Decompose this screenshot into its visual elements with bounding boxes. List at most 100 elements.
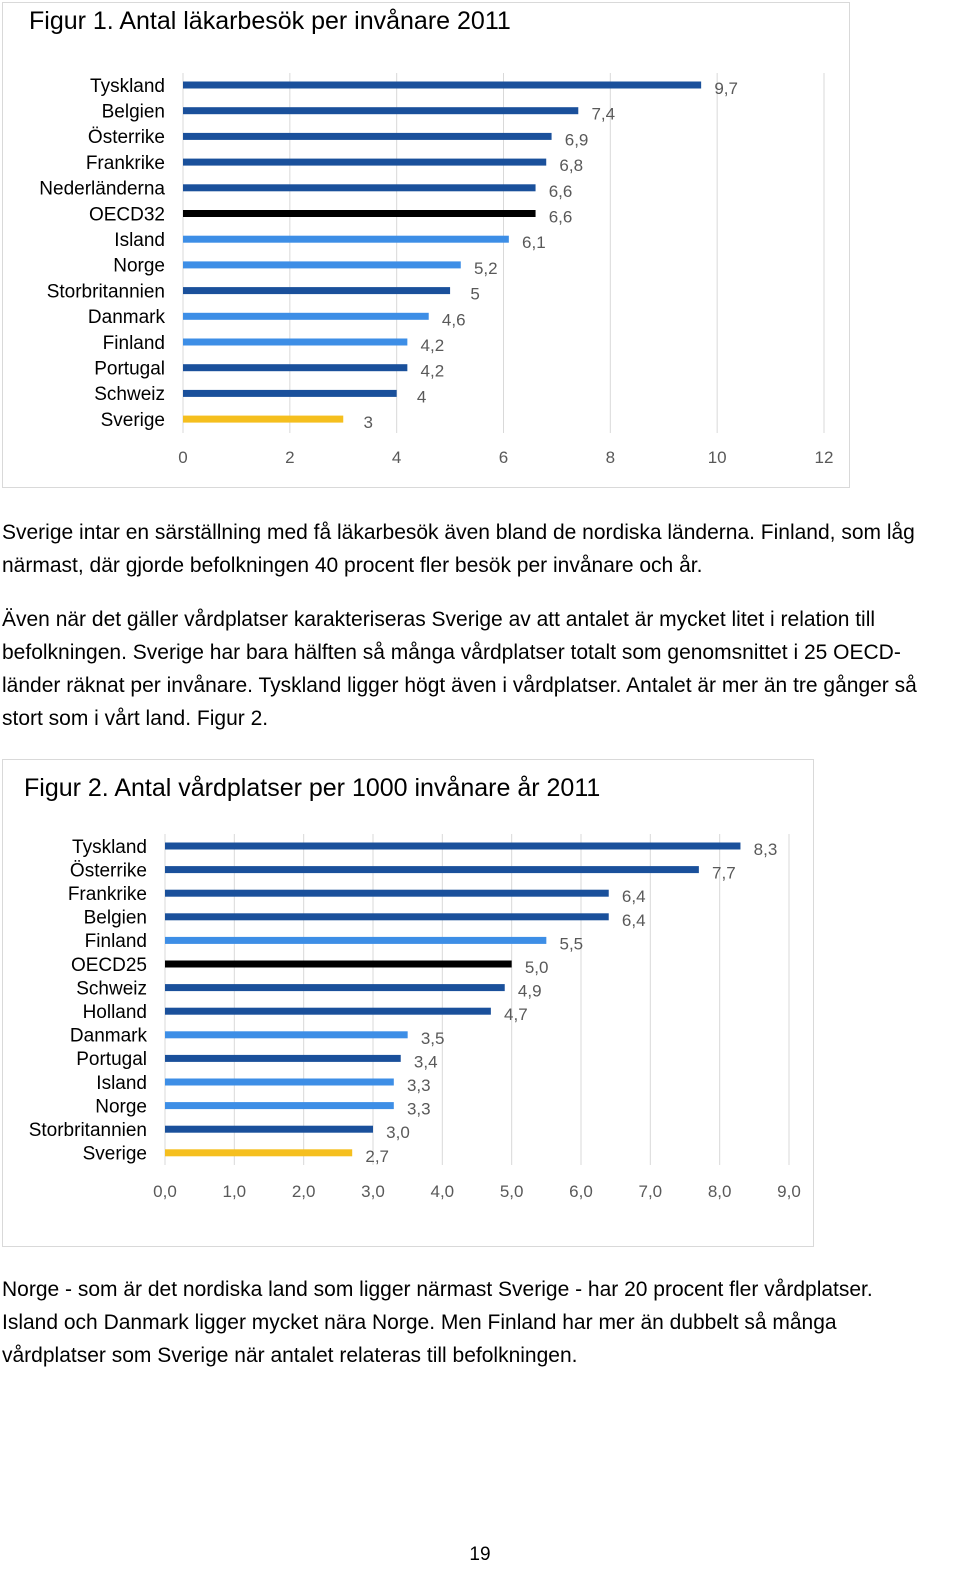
page-number: 19 xyxy=(0,1544,960,1566)
x-tick-label: 1,0 xyxy=(223,1182,247,1201)
bar xyxy=(183,364,407,371)
x-tick-label: 10 xyxy=(708,448,727,467)
bar xyxy=(183,287,450,294)
bar xyxy=(183,82,701,89)
value-label: 4,6 xyxy=(442,310,466,329)
body-paragraph: Norge - som är det nordiska land som lig… xyxy=(2,1273,902,1372)
x-tick-label: 0 xyxy=(178,448,187,467)
value-label: 5 xyxy=(470,285,479,304)
category-label: Österrike xyxy=(88,127,165,148)
value-label: 9,7 xyxy=(714,79,738,98)
category-label: Island xyxy=(114,230,165,251)
value-label: 3,3 xyxy=(407,1100,431,1119)
bar xyxy=(165,961,512,968)
value-label: 6,6 xyxy=(549,208,573,227)
category-label: Norge xyxy=(95,1096,147,1117)
bar xyxy=(183,184,536,191)
x-tick-label: 0,0 xyxy=(153,1182,177,1201)
body-paragraph: Sverige intar en särställning med få läk… xyxy=(2,516,958,582)
x-tick-label: 9,0 xyxy=(777,1182,801,1201)
category-label: Schweiz xyxy=(94,384,165,405)
bar xyxy=(165,1126,373,1133)
value-label: 4,2 xyxy=(421,336,445,355)
bar xyxy=(183,107,578,114)
category-label: Tyskland xyxy=(90,76,165,97)
x-tick-label: 4 xyxy=(392,448,401,467)
category-label: Sverige xyxy=(83,1144,147,1165)
category-label: Danmark xyxy=(70,1026,148,1047)
value-label: 8,3 xyxy=(754,840,778,859)
category-label: Sverige xyxy=(101,410,165,431)
category-label: Portugal xyxy=(94,359,165,380)
value-label: 6,1 xyxy=(522,233,546,252)
bar xyxy=(165,843,740,850)
bar xyxy=(165,1008,491,1015)
bar xyxy=(165,1055,401,1062)
value-label: 6,9 xyxy=(565,130,589,149)
value-label: 3,5 xyxy=(421,1029,445,1048)
chart-plot: 0,0 1,0 2,0 3,0 4,0 5,0 6,0 7,0 8,0 9,0 Tyskland 8,… xyxy=(3,760,815,1248)
bar xyxy=(183,261,461,268)
category-label: Norge xyxy=(113,256,165,277)
bar xyxy=(183,313,429,320)
bar xyxy=(165,1102,394,1109)
body-paragraph: Även när det gäller vårdplatser karakter… xyxy=(2,603,958,735)
figure-2-chart: Figur 2. Antal vårdplatser per 1000 invå… xyxy=(2,759,814,1247)
bar xyxy=(183,390,397,397)
value-label: 3,3 xyxy=(407,1076,431,1095)
x-tick-label: 2 xyxy=(285,448,294,467)
value-label: 6,4 xyxy=(622,887,646,906)
x-tick-label: 12 xyxy=(815,448,834,467)
value-label: 5,0 xyxy=(525,958,549,977)
bar xyxy=(165,866,699,873)
bar xyxy=(165,937,546,944)
bar xyxy=(183,236,509,243)
category-label: Frankrike xyxy=(86,153,165,174)
value-label: 4,7 xyxy=(504,1005,528,1024)
value-label: 5,5 xyxy=(560,934,584,953)
category-label: Belgien xyxy=(102,102,165,123)
x-tick-label: 4,0 xyxy=(431,1182,455,1201)
value-label: 6,6 xyxy=(549,182,573,201)
value-label: 4,9 xyxy=(518,982,542,1001)
value-label: 5,2 xyxy=(474,259,498,278)
value-label: 6,4 xyxy=(622,911,646,930)
category-label: Island xyxy=(96,1073,147,1094)
x-tick-label: 3,0 xyxy=(361,1182,385,1201)
category-label: Tyskland xyxy=(72,837,147,858)
bar xyxy=(183,210,536,217)
category-label: Storbritannien xyxy=(29,1120,147,1141)
value-label: 3,4 xyxy=(414,1052,438,1071)
category-label: Portugal xyxy=(76,1049,147,1070)
category-label: Danmark xyxy=(88,307,166,328)
value-label: 3 xyxy=(364,413,373,432)
bar xyxy=(165,1031,408,1038)
x-tick-label: 7,0 xyxy=(639,1182,663,1201)
category-label: Nederländerna xyxy=(39,179,165,200)
category-label: Belgien xyxy=(84,908,147,929)
bar xyxy=(183,339,407,346)
x-tick-label: 6,0 xyxy=(569,1182,593,1201)
bar xyxy=(183,133,552,140)
bar xyxy=(165,984,505,991)
category-label: Finland xyxy=(103,333,165,354)
bar xyxy=(183,159,546,166)
figure-1-chart: Figur 1. Antal läkarbesök per invånare 2… xyxy=(2,2,850,488)
value-label: 4,2 xyxy=(421,362,445,381)
category-label: Holland xyxy=(83,1002,147,1023)
bar xyxy=(183,416,343,423)
value-label: 4 xyxy=(417,387,426,406)
category-label: Finland xyxy=(85,931,147,952)
value-label: 7,4 xyxy=(591,105,615,124)
value-label: 2,7 xyxy=(365,1147,389,1166)
category-label: OECD32 xyxy=(89,204,165,225)
value-label: 6,8 xyxy=(559,156,583,175)
x-tick-label: 8,0 xyxy=(708,1182,732,1201)
category-label: Schweiz xyxy=(76,978,147,999)
value-label: 3,0 xyxy=(386,1123,410,1142)
x-tick-label: 8 xyxy=(606,448,615,467)
category-label: Storbritannien xyxy=(47,281,165,302)
chart-plot: 0 2 4 6 8 10 12 Tyskland 9,7 Belgien 7,4 Österrike 6… xyxy=(3,3,851,489)
bar xyxy=(165,913,609,920)
value-label: 7,7 xyxy=(712,864,736,883)
